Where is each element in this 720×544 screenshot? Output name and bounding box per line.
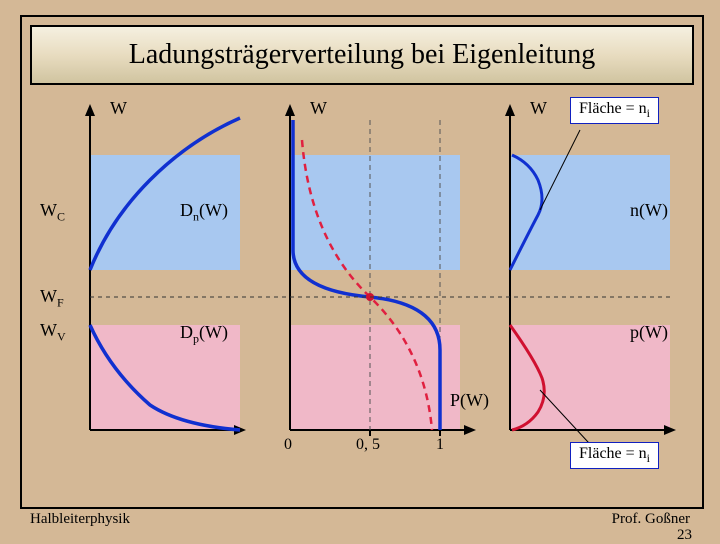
valence-band-p2	[290, 325, 460, 430]
tick1-label: 1	[436, 436, 444, 454]
tick05-label: 0, 5	[356, 436, 380, 454]
wv-label: WV	[40, 320, 66, 345]
diagram-svg	[40, 100, 680, 480]
title-bar: Ladungsträgerverteilung bei Eigenleitung	[30, 25, 694, 85]
p3-arrow	[505, 104, 515, 116]
title-text: Ladungsträgerverteilung bei Eigenleitung	[129, 39, 596, 71]
wc-label: WC	[40, 200, 65, 225]
p2-xarrow	[464, 425, 476, 435]
dpw-label: Dp(W)	[180, 322, 228, 347]
diagram-area: W W W WC WF WV Dn(W) Dp(W) n(W) p(W) P(W…	[40, 100, 680, 480]
pw-axis-label: P(W)	[450, 390, 489, 411]
p2-arrow	[285, 104, 295, 116]
w-label-2: W	[310, 98, 327, 119]
w-label-3: W	[530, 98, 547, 119]
dnw-label: Dn(W)	[180, 200, 228, 225]
p1-arrow	[85, 104, 95, 116]
wf-label: WF	[40, 286, 64, 311]
page-number: 23	[677, 527, 692, 544]
tick0-label: 0	[284, 436, 292, 454]
pw-label: p(W)	[630, 322, 668, 343]
flaeche-box-bottom: Fläche = ni	[570, 442, 659, 469]
nw-label: n(W)	[630, 200, 668, 221]
w-label-1: W	[110, 98, 127, 119]
footer-left: Halbleiterphysik	[30, 511, 130, 528]
flaeche-box-top: Fläche = ni	[570, 97, 659, 124]
footer-right: Prof. Goßner	[612, 511, 690, 528]
